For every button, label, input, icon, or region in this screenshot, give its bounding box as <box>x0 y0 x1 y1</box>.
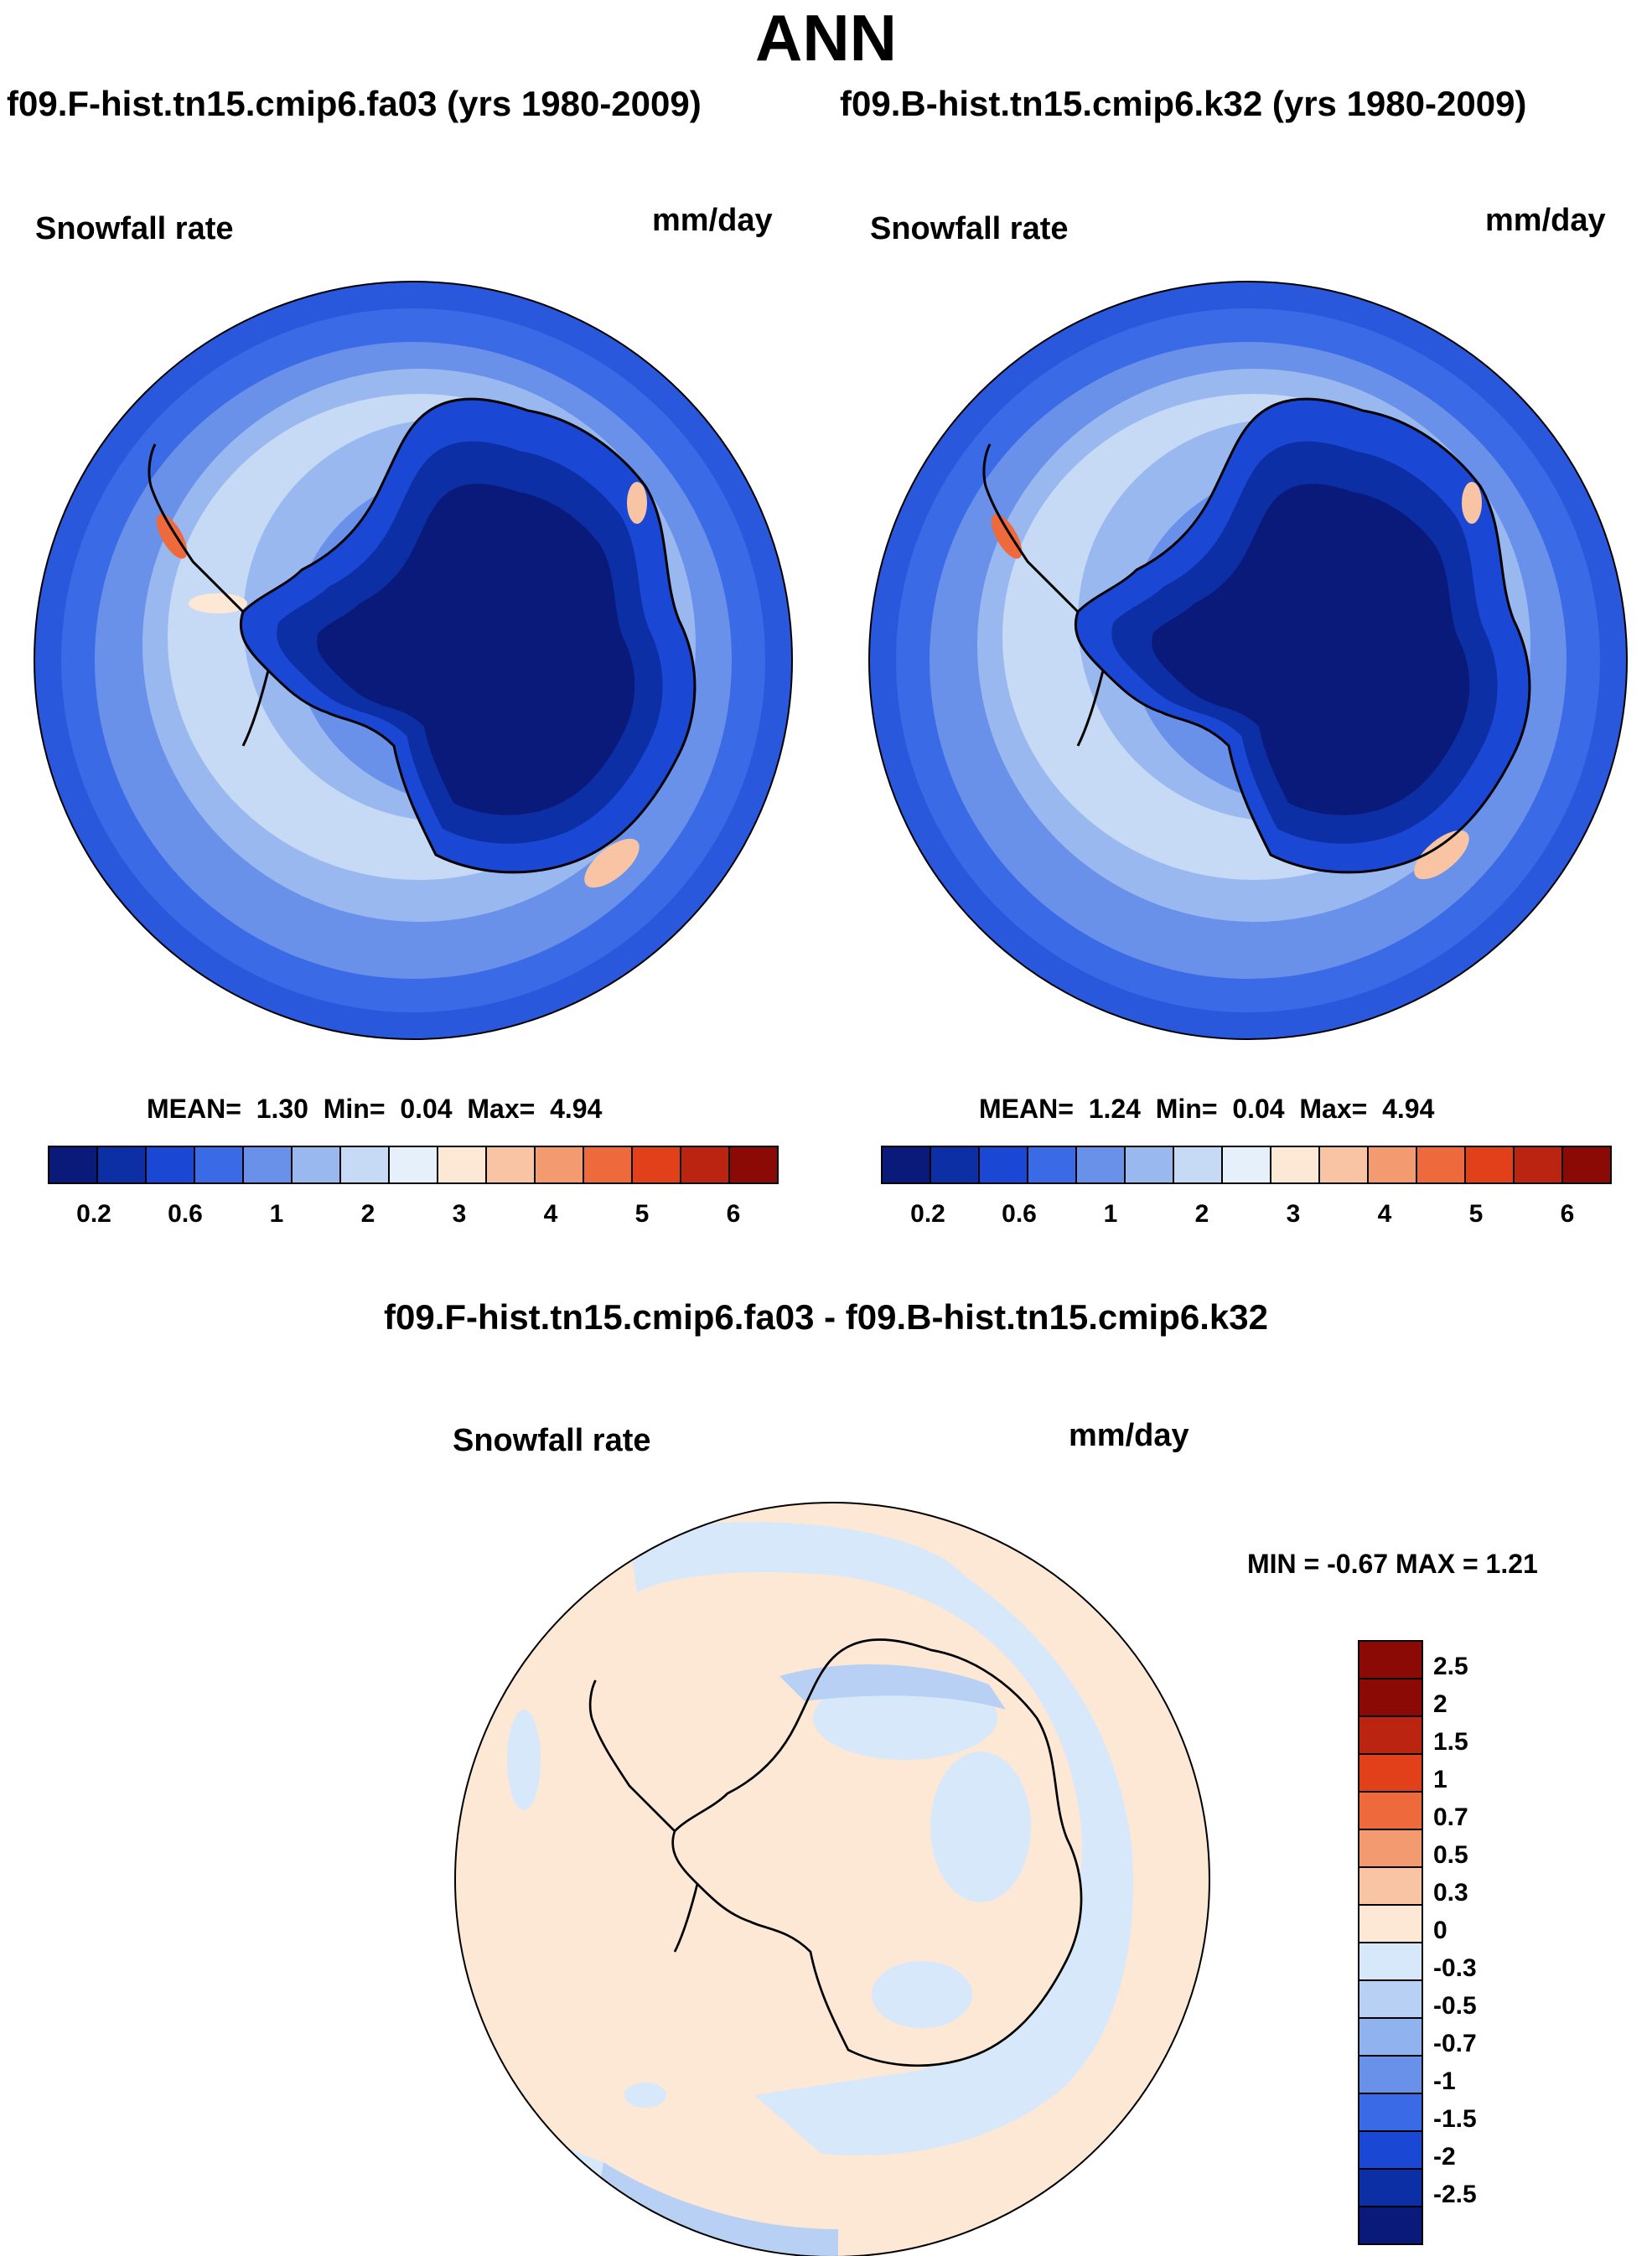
colorbar-swatch <box>632 1146 681 1183</box>
colorbar-swatch <box>1125 1146 1173 1183</box>
colorbar-swatch <box>1271 1146 1319 1183</box>
colorbar-swatch <box>49 1146 97 1183</box>
colorbar-swatch <box>535 1146 583 1183</box>
colorbar-right <box>882 1146 1611 1183</box>
colorbar-swatch <box>389 1146 438 1183</box>
colorbar-swatch <box>1562 1146 1611 1183</box>
colorbar-swatch <box>292 1146 340 1183</box>
colorbar-swatch <box>97 1146 146 1183</box>
colorbar-swatch <box>1173 1146 1222 1183</box>
colorbar-swatch <box>1319 1146 1368 1183</box>
colorbar-swatch <box>1076 1146 1125 1183</box>
colorbar-swatch <box>1359 2207 1422 2244</box>
colorbar-swatch <box>243 1146 292 1183</box>
map-panel-right <box>863 268 1643 1048</box>
colorbar-swatch <box>146 1146 194 1183</box>
colorbar-swatch <box>1359 1905 1422 1943</box>
colorbar-swatch <box>681 1146 729 1183</box>
colorbar-swatch <box>1359 2131 1422 2169</box>
colorbar-swatch <box>882 1146 930 1183</box>
colorbar-left <box>49 1146 778 1183</box>
colorbar-swatch <box>979 1146 1028 1183</box>
colorbar-swatch <box>1359 2018 1422 2056</box>
colorbar-swatch <box>194 1146 243 1183</box>
colorbar-swatch <box>486 1146 535 1183</box>
colorbar-swatch <box>1359 1980 1422 2018</box>
colorbar-swatch <box>930 1146 979 1183</box>
map-panel-difference <box>453 1500 1224 2256</box>
colorbar-swatch <box>1359 1754 1422 1792</box>
colorbar-swatch <box>1359 2056 1422 2093</box>
colorbar-swatch <box>1368 1146 1416 1183</box>
colorbar-difference <box>1359 1641 1422 2244</box>
colorbar-swatch <box>438 1146 486 1183</box>
colorbar-swatch <box>1359 1792 1422 1829</box>
maps-canvas <box>0 0 1652 2256</box>
colorbar-swatch <box>1514 1146 1562 1183</box>
colorbar-swatch <box>1359 1867 1422 1905</box>
colorbar-swatch <box>583 1146 632 1183</box>
colorbar-swatch <box>1359 2169 1422 2207</box>
colorbar-swatch <box>1359 1943 1422 1980</box>
colorbar-swatch <box>1359 1829 1422 1867</box>
map-panel-left <box>25 268 805 1048</box>
colorbar-swatch <box>1359 2093 1422 2131</box>
colorbar-swatch <box>1416 1146 1465 1183</box>
colorbar-swatch <box>1028 1146 1076 1183</box>
colorbar-swatch <box>1359 1679 1422 1716</box>
colorbar-swatch <box>340 1146 389 1183</box>
colorbar-swatch <box>1222 1146 1271 1183</box>
colorbar-swatch <box>1359 1716 1422 1754</box>
colorbar-swatch <box>729 1146 778 1183</box>
colorbar-swatch <box>1465 1146 1514 1183</box>
colorbar-swatch <box>1359 1641 1422 1679</box>
